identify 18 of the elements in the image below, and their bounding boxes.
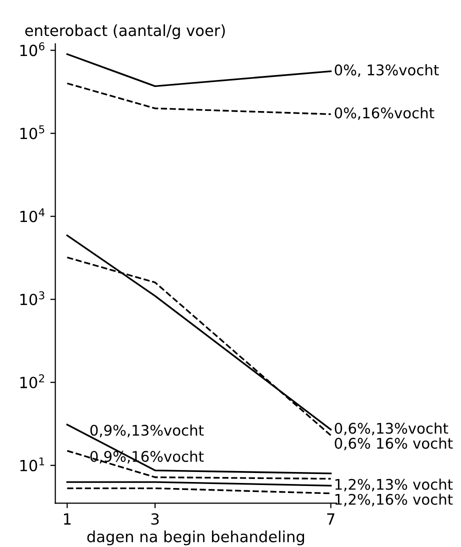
- y-tick-label: 10$^{2}$: [20, 374, 44, 388]
- y-tick-label: 10$^{1}$: [20, 457, 44, 472]
- annotation: 0,9%,13%vocht: [90, 424, 204, 438]
- series-label: 0,6% 16% vocht: [334, 438, 453, 450]
- x-tick-label: 1: [64, 513, 71, 525]
- y-tick-label: 10$^{4}$: [20, 208, 44, 222]
- y-tick-label: 10$^{5}$: [20, 125, 44, 140]
- y-tick-label: 10$^{3}$: [20, 291, 44, 306]
- series-label: 0%, 13%vocht: [334, 64, 439, 77]
- x-tick-label: 3: [151, 513, 159, 525]
- x-tick-label: 7: [327, 513, 334, 525]
- series-label: 1,2%,16% vocht: [335, 494, 453, 506]
- series-label: 0,6%,13%vocht: [334, 422, 448, 436]
- x-axis-title: dagen na begin behandeling: [87, 530, 304, 546]
- series-label: 0%,16%vocht: [334, 107, 434, 120]
- series-label: 1,2%,13% vocht: [335, 478, 453, 492]
- y-tick-label: 10$^{6}$: [20, 42, 44, 56]
- y-axis-title: enterobact (aantal/g voer): [25, 24, 225, 40]
